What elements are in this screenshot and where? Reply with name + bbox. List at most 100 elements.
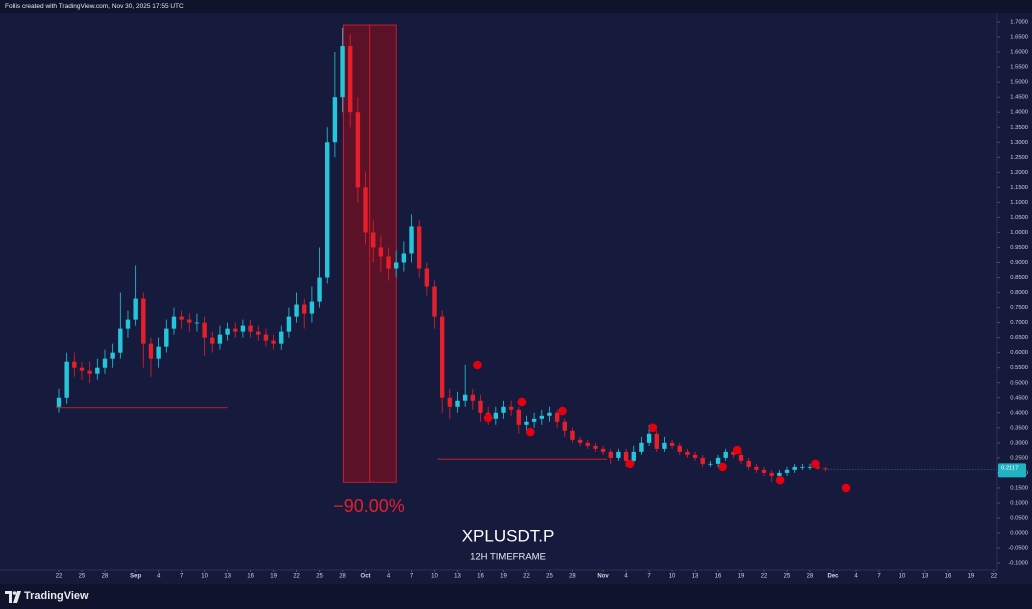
candle-body [731, 451, 736, 455]
candle-body [746, 460, 751, 467]
candle-body [593, 445, 598, 449]
candle-body [317, 277, 322, 302]
y-tick-label: 1.4500 [1010, 95, 1028, 101]
plot-area [0, 13, 997, 570]
candle-body [340, 46, 345, 98]
y-tick-label: 0.3500 [1010, 425, 1028, 431]
candle-body [792, 466, 797, 470]
candle-body [531, 418, 537, 422]
candle-body [562, 421, 567, 431]
x-tick-label: 22 [991, 574, 998, 580]
candle-body [363, 187, 368, 233]
candle-body [577, 439, 583, 443]
marker-dot [648, 423, 658, 433]
x-tick-label: 19 [270, 574, 277, 580]
candle-body [623, 451, 629, 461]
x-tick-label: 10 [669, 574, 676, 580]
range-change-label: −90.00% [333, 496, 405, 516]
candle-body [547, 412, 552, 416]
candle-body [233, 328, 238, 332]
header: Follis created with TradingView.com, Nov… [0, 0, 1032, 13]
candle-body [516, 409, 522, 425]
candle-body [631, 451, 636, 461]
candle-body [355, 112, 361, 188]
candle-body [271, 340, 276, 344]
candle-body [325, 142, 330, 278]
candle-body [439, 316, 445, 398]
candle-body [210, 337, 215, 344]
x-tick-label: 10 [201, 574, 208, 580]
candle-body [64, 361, 69, 398]
x-tick-label: 28 [339, 574, 346, 580]
candle-body [455, 400, 460, 407]
last-price-label: 0.2117 [1001, 465, 1018, 471]
y-tick-label: 1.7000 [1010, 20, 1028, 26]
y-tick-label: -0.1000 [1008, 561, 1028, 567]
candle-body [294, 304, 299, 317]
candle-body [508, 406, 514, 410]
y-tick-label: 0.4000 [1010, 410, 1028, 416]
candle-body [470, 394, 476, 401]
y-tick-label: 1.5000 [1010, 80, 1028, 86]
candle-body [148, 343, 154, 359]
x-tick-label: 16 [715, 574, 722, 580]
candle-body [708, 463, 713, 465]
y-tick-label: 0.5500 [1010, 365, 1028, 371]
marker-dot [841, 483, 851, 493]
candle-body [56, 397, 62, 407]
y-tick-label: 0.8000 [1010, 290, 1028, 296]
y-tick-label: 1.6000 [1010, 50, 1028, 56]
chart: −90.00% XPLUSDT.P 12H TIMEFRAME 1.7000 1.… [0, 13, 1028, 580]
y-tick-label: 1.2500 [1010, 155, 1028, 161]
x-tick-label: 16 [477, 574, 484, 580]
x-tick-label: 25 [79, 574, 86, 580]
x-tick-label: Nov [597, 574, 609, 580]
x-tick-label: 7 [877, 574, 881, 580]
marker-dot [517, 397, 527, 407]
candle-body [348, 46, 353, 113]
candle-body [616, 451, 621, 458]
candle-body [240, 325, 246, 332]
marker-dot [625, 459, 635, 469]
candle-body [156, 346, 161, 359]
candle-body [332, 97, 338, 143]
x-tick-label: 19 [738, 574, 745, 580]
marker-dot [732, 445, 742, 455]
candle-body [738, 454, 744, 461]
x-tick-label: 13 [922, 574, 929, 580]
x-tick-label: 22 [56, 574, 63, 580]
x-tick-label: 13 [454, 574, 461, 580]
candle-body [761, 469, 767, 473]
candle-body [447, 397, 453, 407]
y-tick-label: 1.6500 [1010, 35, 1028, 41]
candle-body [823, 468, 828, 470]
candle-body [141, 298, 146, 344]
candle-body [677, 445, 682, 452]
x-tick-label: 19 [968, 574, 975, 580]
candle-body [95, 367, 100, 374]
marker-dot [811, 459, 820, 469]
y-tick-label: 0.2500 [1010, 455, 1028, 461]
candle-body [815, 466, 820, 469]
candle-body [302, 304, 307, 314]
x-tick-label: 4 [624, 574, 628, 580]
candle-body [784, 469, 790, 473]
candle-body [179, 316, 184, 320]
candle-body [432, 286, 437, 317]
candle-body [807, 466, 813, 468]
candle-body [202, 322, 207, 338]
x-tick-label: 10 [899, 574, 906, 580]
x-tick-label: 13 [692, 574, 699, 580]
x-tick-label: 4 [387, 574, 391, 580]
y-tick-label: 1.0500 [1010, 215, 1028, 221]
candle-body [102, 358, 108, 368]
x-tick-label: 7 [647, 574, 651, 580]
x-tick-label: 28 [569, 574, 576, 580]
x-tick-label: 19 [500, 574, 507, 580]
y-tick-label: 0.0000 [1010, 531, 1028, 537]
y-tick-label: 0.3000 [1010, 440, 1028, 446]
candle-body [692, 454, 698, 458]
candle-body [723, 451, 728, 458]
candle-body [777, 472, 782, 476]
